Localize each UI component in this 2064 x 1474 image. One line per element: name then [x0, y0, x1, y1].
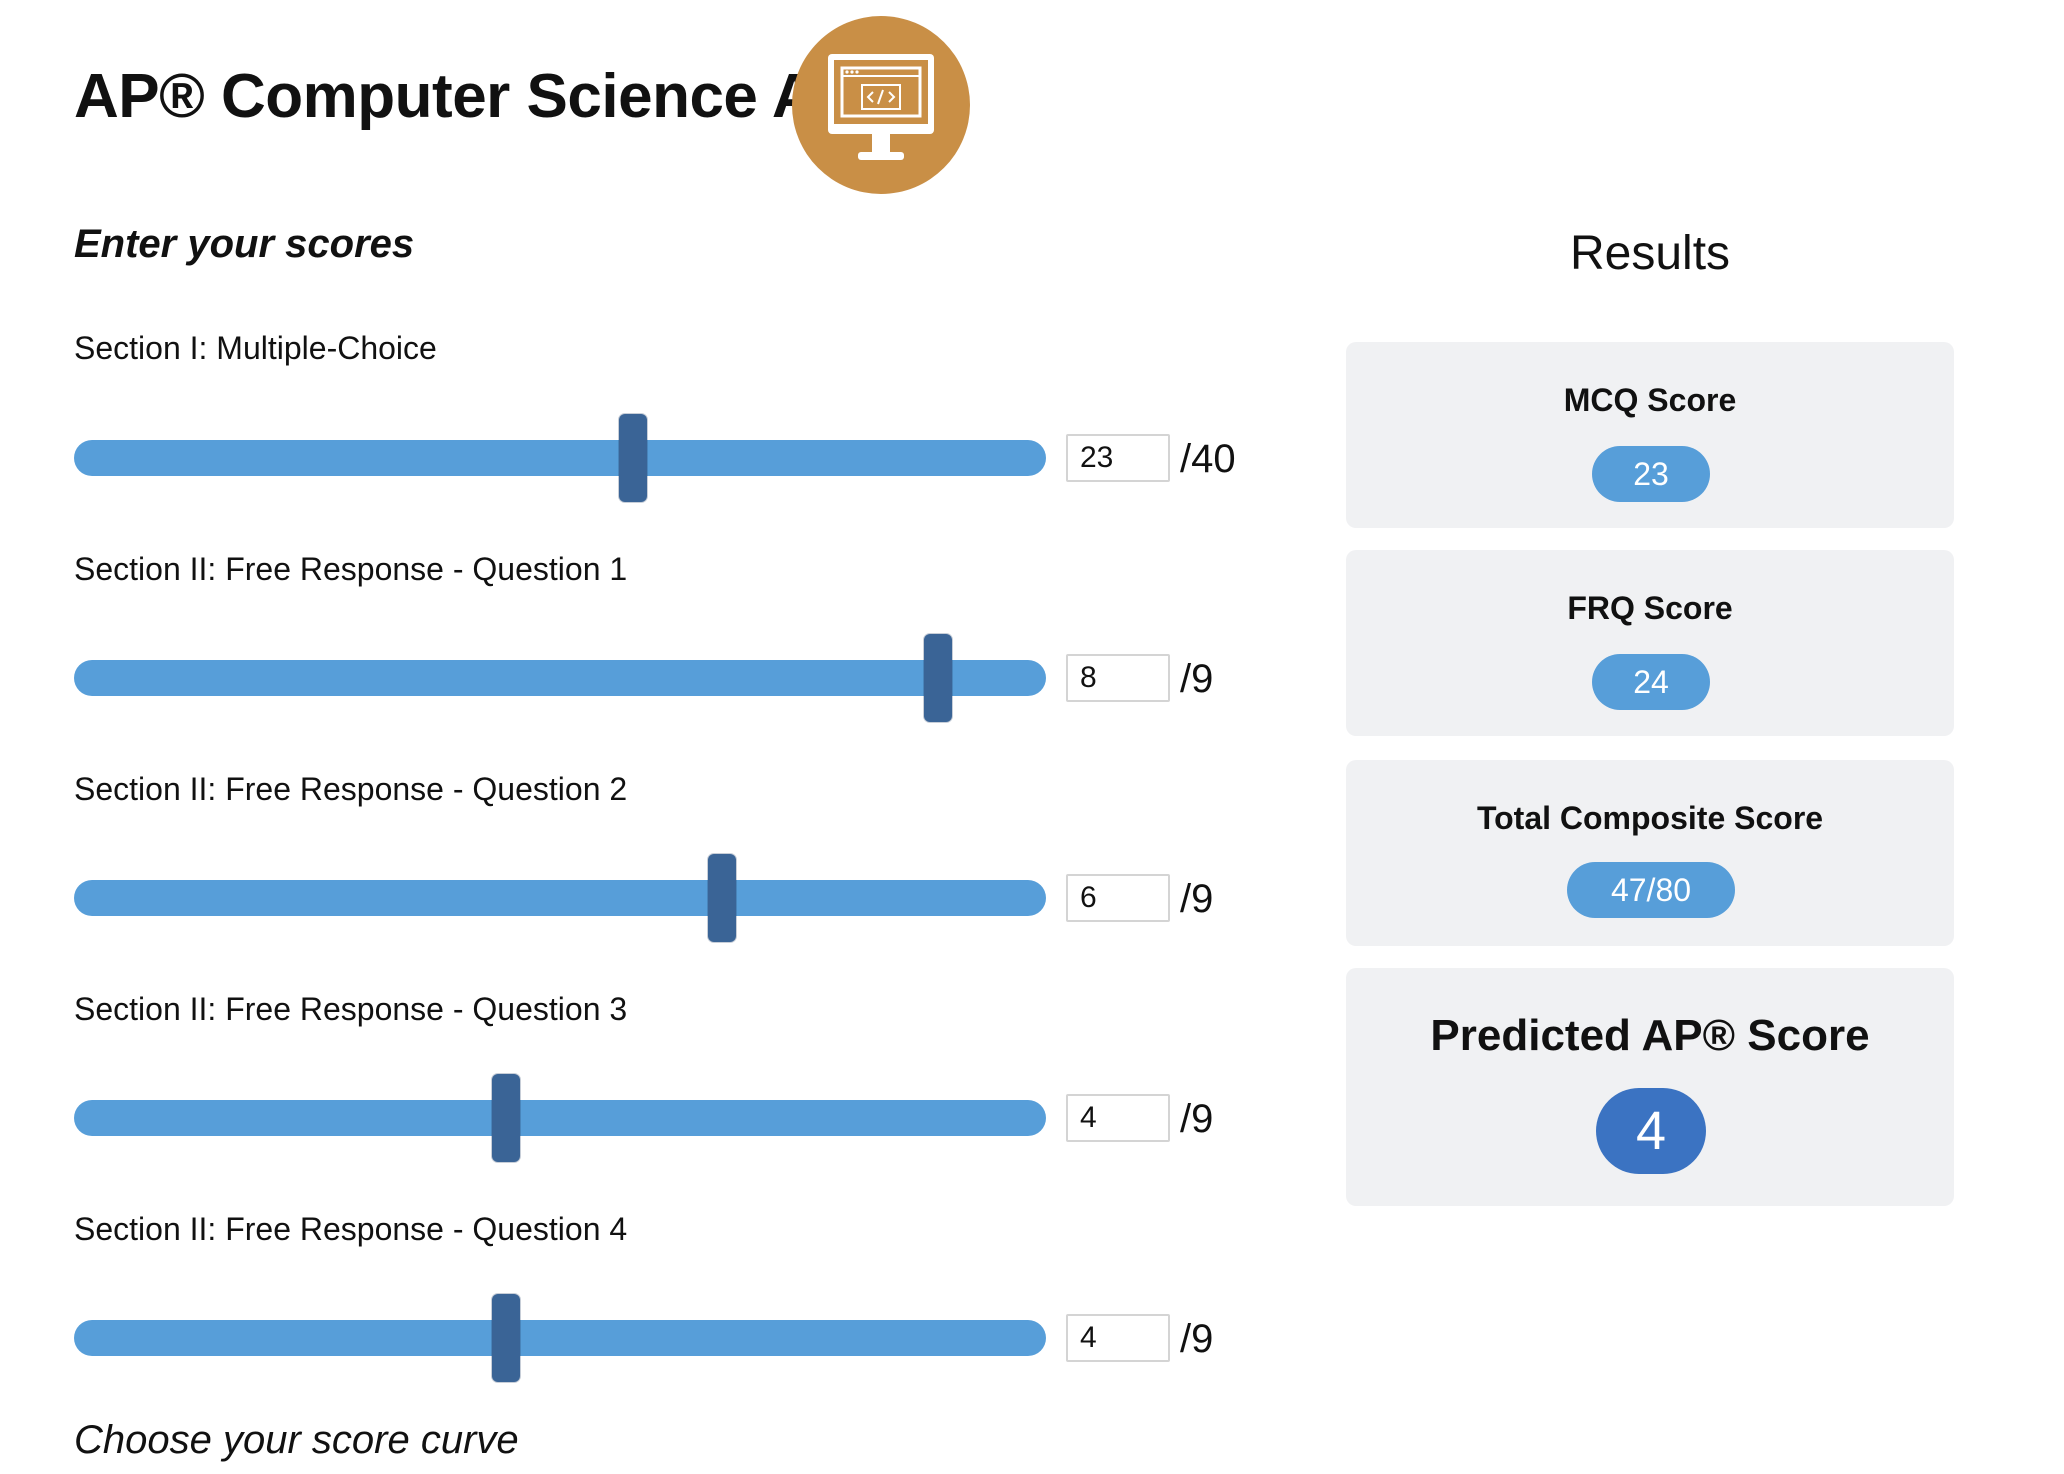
- frq4-slider[interactable]: [74, 1294, 1046, 1382]
- frq-score-value: 24: [1592, 654, 1710, 710]
- frq4-max-label: /9: [1180, 1317, 1214, 1361]
- frq2-max-label: /9: [1180, 877, 1214, 921]
- frq2-slider[interactable]: [74, 854, 1046, 942]
- frq3-max-label: /9: [1180, 1097, 1214, 1141]
- section-label-frq-3: Section II: Free Response - Question 3: [74, 991, 628, 1027]
- frq-score-title: FRQ Score: [1567, 590, 1733, 626]
- frq4-slider-thumb[interactable]: [491, 1294, 520, 1382]
- frq3-score-input[interactable]: [1066, 1094, 1170, 1142]
- mcq-max-label: /40: [1180, 437, 1236, 481]
- frq1-max-label: /9: [1180, 657, 1214, 701]
- frq2-score-input[interactable]: [1066, 874, 1170, 922]
- frq2-slider-thumb[interactable]: [708, 854, 737, 942]
- frq1-slider[interactable]: [74, 634, 1046, 722]
- composite-score-value: 47/80: [1567, 862, 1735, 918]
- predicted-score-value: 4: [1596, 1088, 1706, 1174]
- enter-scores-heading: Enter your scores: [74, 222, 415, 266]
- results-heading: Results: [1569, 227, 1731, 280]
- mcq-score-value: 23: [1592, 446, 1710, 502]
- frq3-slider[interactable]: [74, 1074, 1046, 1162]
- mcq-slider[interactable]: [74, 414, 1046, 502]
- frq3-slider-thumb[interactable]: [491, 1074, 520, 1162]
- computer-monitor-code-icon: [792, 16, 970, 194]
- section-label-mcq: Section I: Multiple-Choice: [74, 330, 437, 366]
- predicted-score-title: Predicted AP® Score: [1430, 1011, 1870, 1060]
- predicted-score-card: Predicted AP® Score 4: [1346, 968, 1954, 1206]
- mcq-score-title: MCQ Score: [1563, 382, 1737, 418]
- mcq-slider-thumb[interactable]: [618, 414, 647, 502]
- page-title: AP® Computer Science A: [74, 62, 817, 131]
- frq4-score-input[interactable]: [1066, 1314, 1170, 1362]
- mcq-score-input[interactable]: [1066, 434, 1170, 482]
- composite-score-card: Total Composite Score 47/80: [1346, 760, 1954, 946]
- frq1-slider-thumb[interactable]: [924, 634, 953, 722]
- section-label-frq-4: Section II: Free Response - Question 4: [74, 1211, 628, 1247]
- section-label-frq-2: Section II: Free Response - Question 2: [74, 771, 628, 807]
- frq1-score-input[interactable]: [1066, 654, 1170, 702]
- section-label-frq-1: Section II: Free Response - Question 1: [74, 551, 628, 587]
- mcq-score-card: MCQ Score 23: [1346, 342, 1954, 528]
- frq-score-card: FRQ Score 24: [1346, 550, 1954, 736]
- composite-score-title: Total Composite Score: [1476, 800, 1824, 836]
- score-curve-heading: Choose your score curve: [74, 1418, 519, 1462]
